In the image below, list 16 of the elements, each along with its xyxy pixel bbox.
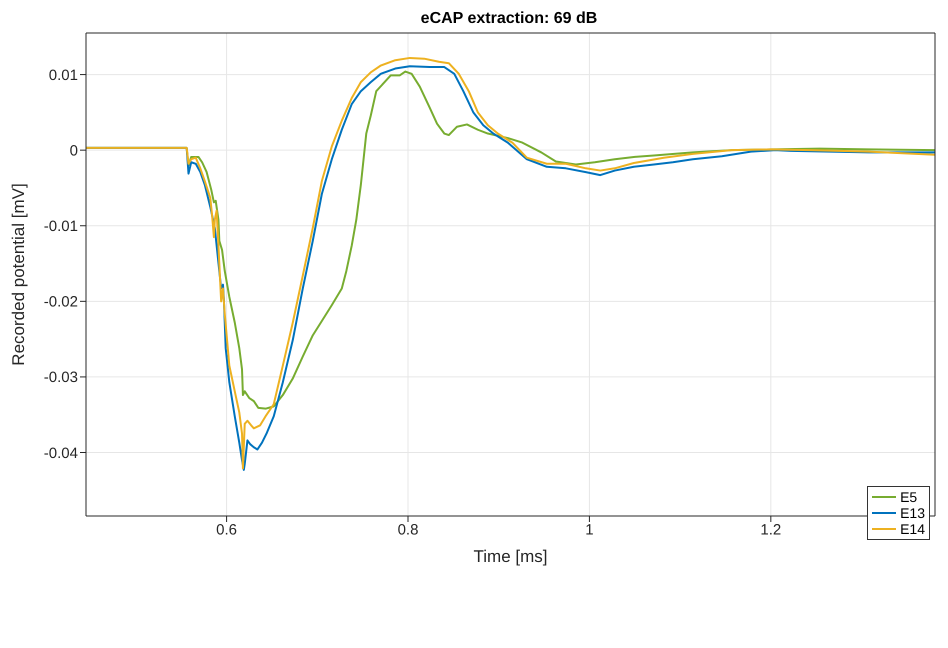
- y-tick-label: -0.01: [44, 218, 78, 236]
- y-tick-label: -0.03: [44, 369, 78, 386]
- legend-label: E14: [900, 521, 925, 537]
- y-tick-label: 0.01: [48, 66, 78, 84]
- chart-title: eCAP extraction: 69 dB: [420, 10, 598, 28]
- y-tick-label: 0: [70, 142, 78, 160]
- y-tick-label: -0.02: [44, 294, 78, 311]
- y-tick-label: -0.04: [44, 444, 78, 462]
- x-tick-label: 0.8: [398, 522, 418, 539]
- legend-label: E13: [900, 505, 925, 521]
- x-tick-label: 1: [585, 522, 594, 539]
- legend-label: E5: [900, 489, 918, 505]
- y-axis-title: Recorded potential [mV]: [9, 183, 28, 366]
- x-tick-label: 1.2: [760, 522, 782, 539]
- x-tick-label: 0.6: [216, 522, 238, 539]
- x-axis-title: Time [ms]: [474, 547, 548, 566]
